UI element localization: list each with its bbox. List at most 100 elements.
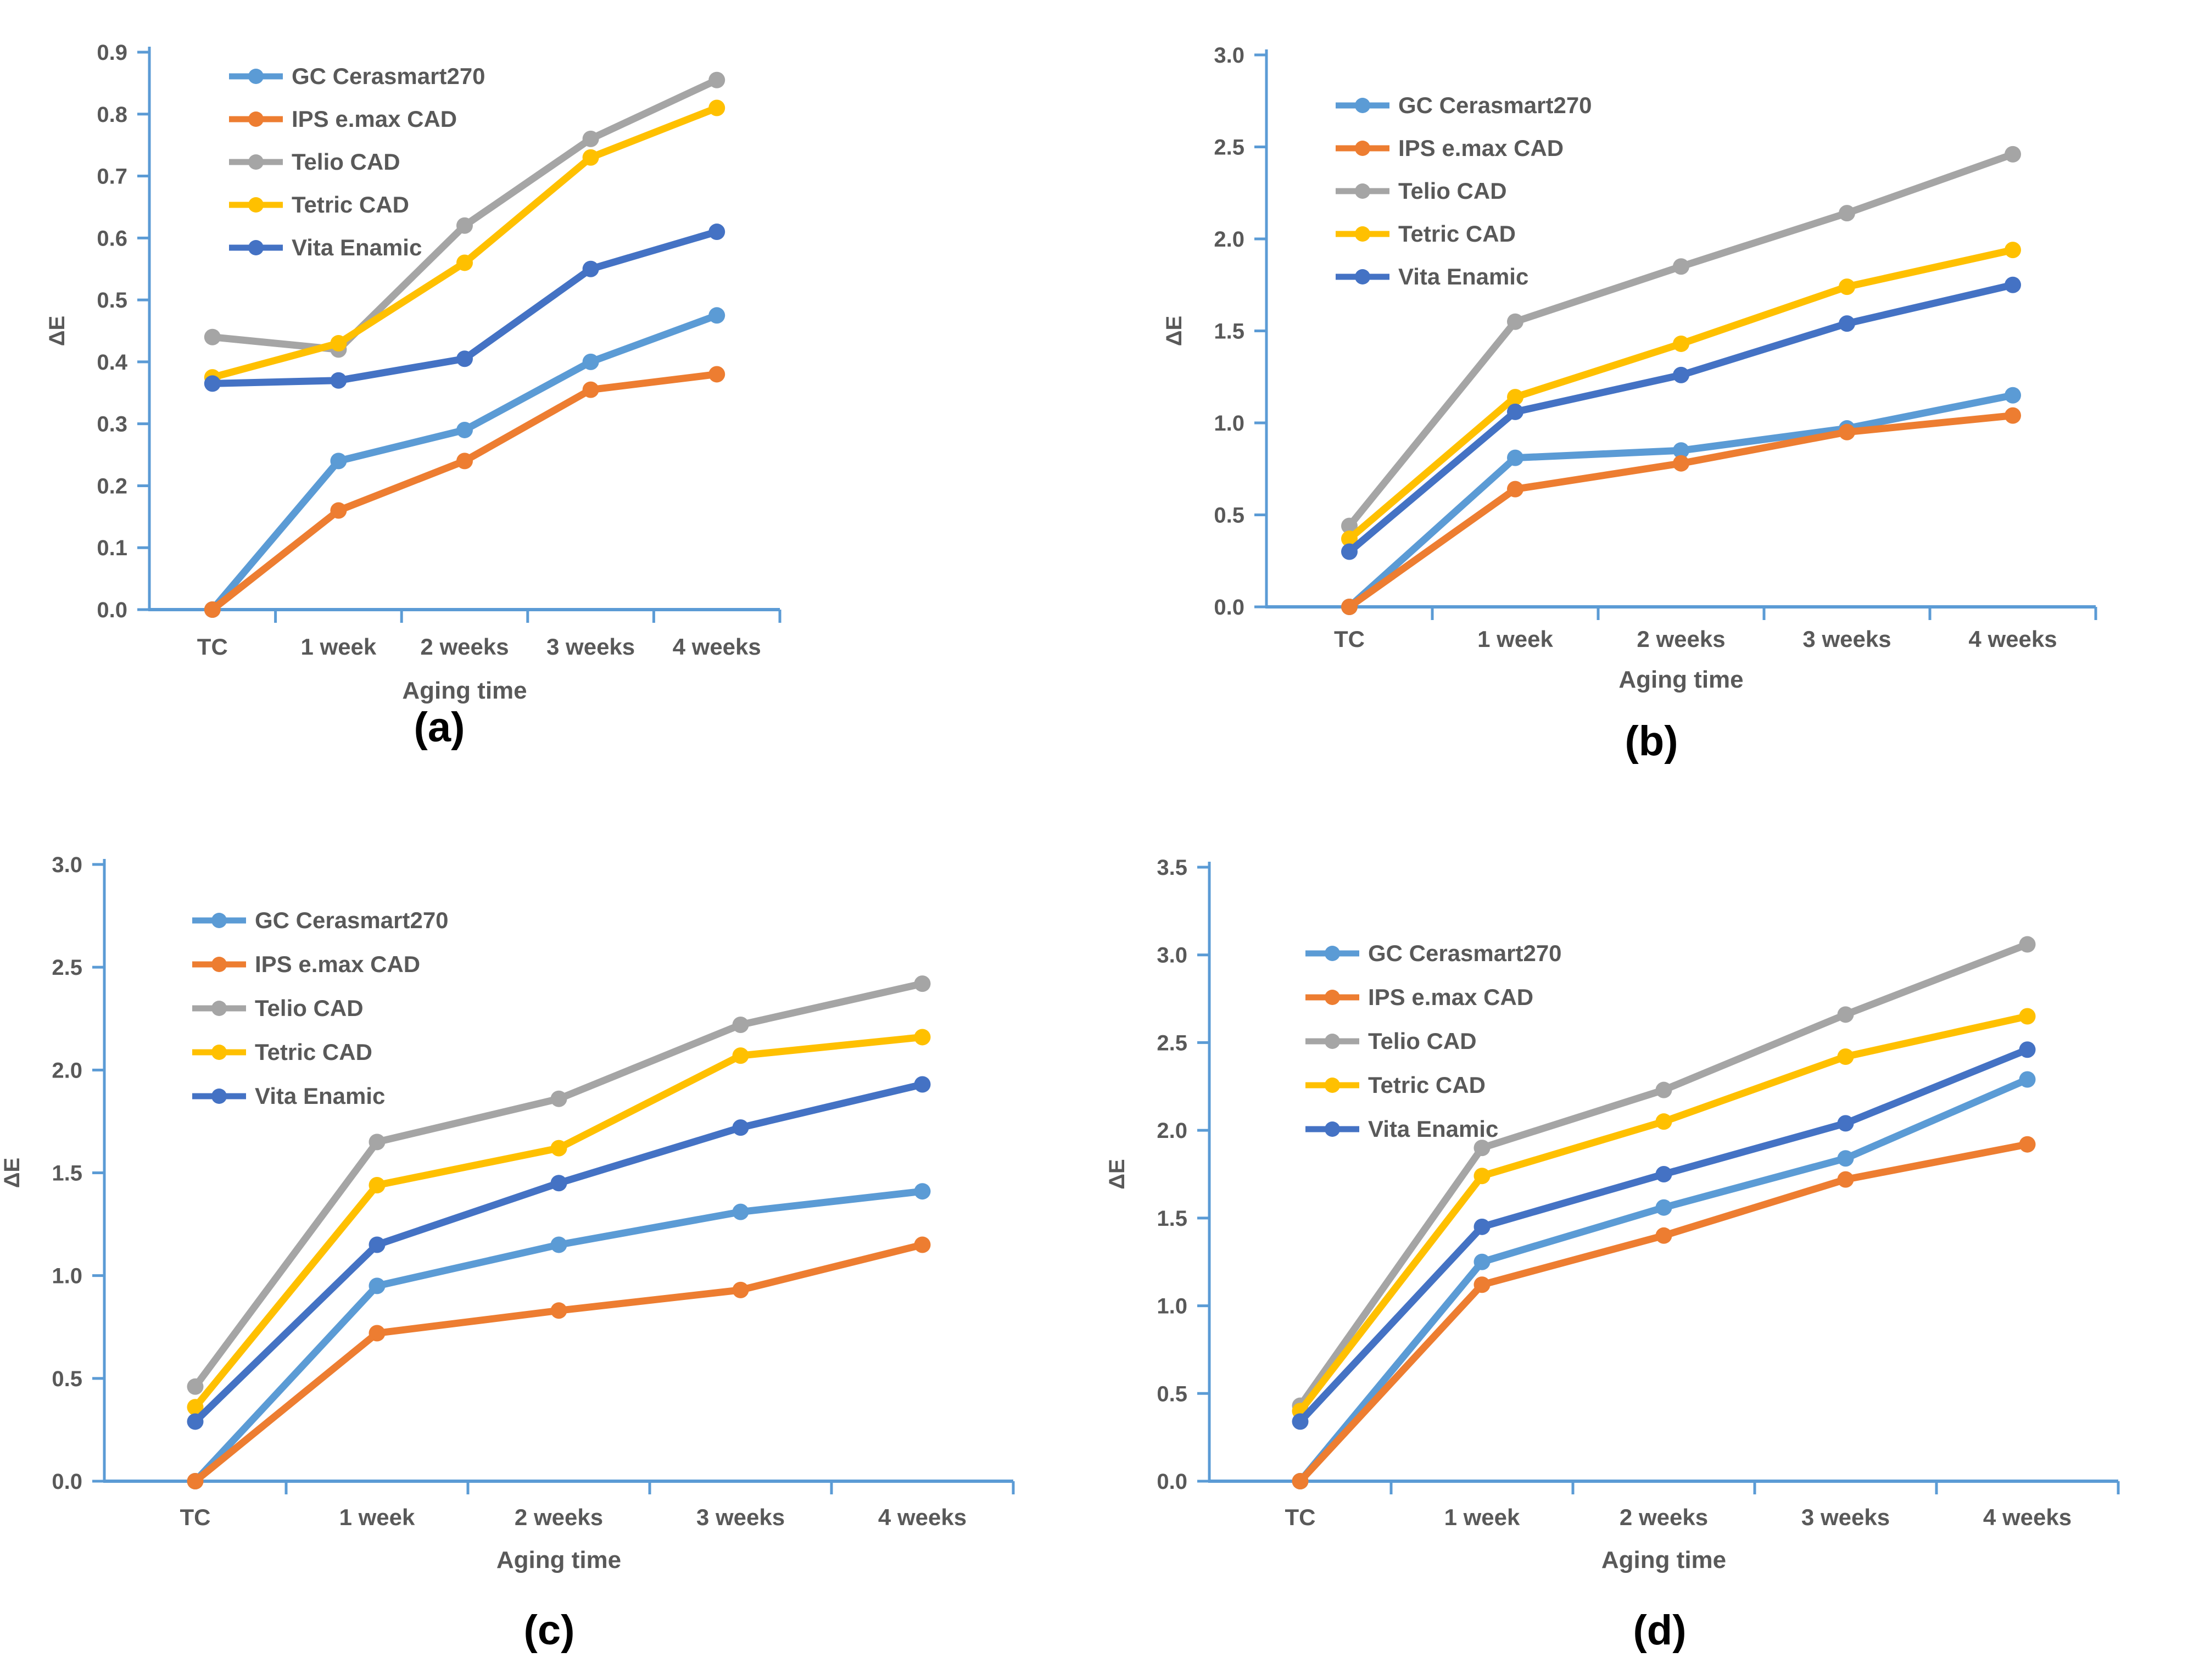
data-point-tetric-cad: [1507, 389, 1523, 406]
data-point-telio-cad: [1839, 205, 1855, 222]
panel-c: 0.0 0.5 1.0 1.5 2.0 2.5 3.0 TC 1 week 2 weeks 3 we…: [0, 840, 1094, 1680]
y-tick-label: 0.0: [52, 1470, 82, 1494]
data-point-gc-cerasmart270: [914, 1183, 931, 1200]
plot-area-c: 0.0 0.5 1.0 1.5 2.0 2.5 3.0 TC 1 week 2 weeks 3 we…: [0, 853, 1015, 1573]
legend-item-vita-enamic: Vita Enamic: [192, 1083, 385, 1109]
series-telio-cad: [187, 975, 931, 1395]
legend-item-telio-cad: Telio CAD: [192, 995, 364, 1021]
data-point-gc-cerasmart270: [1507, 449, 1523, 466]
legend-dot-marker: [211, 1089, 227, 1104]
data-point-vita-enamic: [2019, 1041, 2036, 1058]
series-vita-enamic: [1292, 1041, 2036, 1430]
y-tick-label: 0.5: [97, 288, 127, 312]
x-tick-label: 3 weeks: [696, 1504, 785, 1530]
legend-label: Tetric CAD: [1368, 1072, 1486, 1098]
series-telio-cad: [1292, 936, 2036, 1414]
data-point-gc-cerasmart270: [708, 307, 725, 324]
legend-dot-marker: [248, 111, 264, 127]
y-tick-label: 0.2: [97, 474, 127, 498]
panel-caption-a: (a): [414, 704, 465, 751]
x-tick-label: 4 weeks: [878, 1504, 967, 1530]
x-tick-label: 3 weeks: [1802, 626, 1891, 652]
legend-item-tetric-cad: Tetric CAD: [192, 1039, 372, 1065]
y-tick-label: 0.8: [97, 103, 127, 127]
data-point-tetric-cad: [1839, 278, 1855, 295]
data-point-gc-cerasmart270: [1837, 1150, 1854, 1167]
data-point-tetric-cad: [1473, 1168, 1491, 1185]
legend-item-ips-e-max-cad: IPS e.max CAD: [192, 951, 420, 977]
x-tick-label: 2 weeks: [1637, 626, 1725, 652]
data-point-telio-cad: [708, 71, 725, 88]
data-point-vita-enamic: [330, 372, 347, 389]
legend-label: Tetric CAD: [292, 192, 409, 217]
line-chart-a: 0.0 0.1 0.2 0.3 0.4 0.5 0.6 0.7 0.8 0.9 TC 1 week 2 …: [45, 41, 782, 751]
series-line-ips-e-max-cad: [1297, 1141, 2031, 1485]
x-tick-label: 4 weeks: [1983, 1504, 2072, 1530]
legend-dot-marker: [211, 1001, 227, 1016]
data-point-telio-cad: [369, 1134, 386, 1151]
data-point-ips-e-max-cad: [582, 381, 599, 398]
data-point-ips-e-max-cad: [1292, 1473, 1309, 1489]
legend-item-gc-cerasmart270: GC Cerasmart270: [1305, 940, 1562, 966]
data-point-vita-enamic: [456, 350, 473, 367]
series-ips-e-max-cad: [204, 366, 725, 618]
data-point-ips-e-max-cad: [1655, 1227, 1672, 1244]
y-tick-label: 1.5: [1214, 320, 1244, 344]
series-tetric-cad: [1341, 242, 2021, 548]
data-point-ips-e-max-cad: [187, 1473, 204, 1489]
data-point-ips-e-max-cad: [369, 1325, 386, 1342]
data-point-gc-cerasmart270: [1673, 442, 1689, 459]
data-point-gc-cerasmart270: [456, 421, 473, 438]
legend-label: GC Cerasmart270: [292, 63, 485, 89]
y-axis-title: ΔE: [0, 1158, 24, 1188]
y-tick-label: 2.0: [1157, 1119, 1187, 1143]
data-point-vita-enamic: [369, 1236, 386, 1253]
legend-item-vita-enamic: Vita Enamic: [229, 235, 422, 260]
legend-item-ips-e-max-cad: IPS e.max CAD: [1336, 135, 1564, 161]
legend-label: GC Cerasmart270: [255, 907, 449, 933]
y-tick-label: 1.0: [1214, 411, 1244, 436]
y-tick-label: 3.0: [1157, 944, 1187, 968]
data-point-vita-enamic: [732, 1119, 749, 1136]
data-point-telio-cad: [732, 1016, 749, 1033]
legend-dot-marker: [211, 1045, 227, 1060]
legend-label: IPS e.max CAD: [292, 106, 457, 132]
x-tick-label: 2 weeks: [1620, 1504, 1708, 1530]
data-point-vita-enamic: [550, 1175, 567, 1192]
x-axis-title: Aging time: [1601, 1547, 1726, 1573]
x-tick-label: TC: [1285, 1504, 1316, 1530]
legend-item-gc-cerasmart270: GC Cerasmart270: [192, 907, 449, 933]
legend-label: IPS e.max CAD: [255, 951, 420, 977]
series-ips-e-max-cad: [1292, 1136, 2036, 1489]
legend-dot-marker: [1355, 269, 1370, 284]
data-point-ips-e-max-cad: [1341, 599, 1358, 615]
series-line-tetric-cad: [209, 104, 721, 381]
data-point-telio-cad: [1341, 517, 1358, 534]
legend-dot-marker: [1355, 226, 1370, 242]
data-point-telio-cad: [2005, 146, 2021, 163]
data-point-tetric-cad: [187, 1399, 204, 1416]
data-point-telio-cad: [1673, 258, 1689, 275]
y-tick-label: 3.0: [1214, 43, 1244, 68]
data-point-gc-cerasmart270: [330, 453, 347, 470]
data-point-ips-e-max-cad: [1507, 481, 1523, 498]
data-point-ips-e-max-cad: [732, 1281, 749, 1298]
legend-dot-marker: [1355, 183, 1370, 199]
legend-dot-marker: [211, 913, 227, 928]
data-point-tetric-cad: [1837, 1048, 1854, 1065]
data-point-tetric-cad: [2005, 242, 2021, 259]
x-axis-title: Aging time: [402, 677, 527, 704]
data-point-ips-e-max-cad: [456, 453, 473, 470]
data-point-tetric-cad: [550, 1140, 567, 1157]
series-gc-cerasmart270: [187, 1183, 931, 1489]
legend-label: Telio CAD: [255, 995, 364, 1021]
data-point-gc-cerasmart270: [1473, 1253, 1491, 1270]
series-gc-cerasmart270: [1341, 387, 2021, 615]
data-point-vita-enamic: [1655, 1166, 1672, 1182]
data-point-vita-enamic: [204, 375, 221, 392]
data-point-gc-cerasmart270: [582, 353, 599, 370]
y-tick-label: 0.0: [97, 598, 127, 622]
legend-item-ips-e-max-cad: IPS e.max CAD: [1305, 984, 1533, 1010]
data-point-ips-e-max-cad: [1673, 455, 1689, 472]
data-point-vita-enamic: [1341, 543, 1358, 560]
